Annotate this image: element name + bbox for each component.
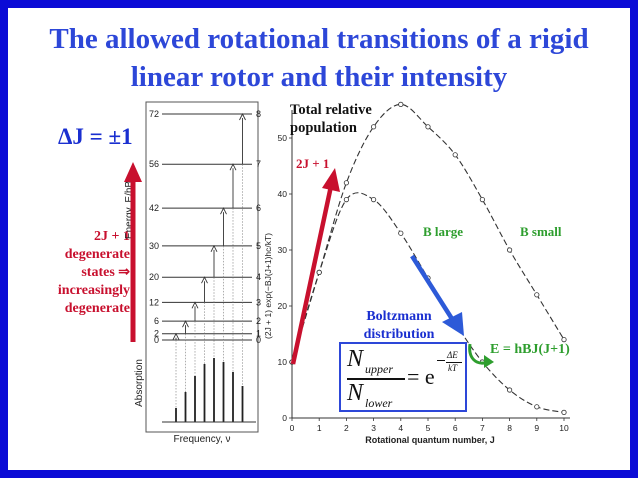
point-b-large: [534, 404, 540, 410]
frequency-axis-label: Frequency, ν: [173, 434, 230, 445]
point-b-small: [507, 247, 513, 253]
point-b-small: [452, 152, 458, 158]
x-tick-label: 6: [453, 423, 458, 433]
j-value-label: 4: [256, 272, 261, 282]
transition-arrowhead: [210, 244, 218, 253]
j-value-label: 5: [256, 241, 261, 251]
energy-value-label: 72: [149, 109, 159, 119]
j-value-label: 6: [256, 203, 261, 213]
degeneracy-note: 2J + 1 degenerate states ⇒ increasingly …: [57, 229, 130, 316]
point-b-small: [343, 180, 350, 186]
point-b-small: [561, 337, 567, 343]
x-tick-label: 9: [534, 423, 539, 433]
point-b-large: [561, 409, 567, 415]
j-value-label: 1: [256, 329, 261, 339]
b-small-label: B small: [520, 224, 562, 239]
j-value-label: 2: [256, 316, 261, 326]
red-rising-arrow: [290, 168, 340, 365]
energy-value-label: 12: [149, 297, 159, 307]
y-tick-label: 40: [278, 189, 288, 199]
energy-value-label: 6: [154, 316, 159, 326]
energy-value-label: 42: [149, 203, 159, 213]
selection-rule: ΔJ = ±1: [58, 124, 133, 149]
point-b-small: [425, 124, 431, 130]
point-b-small: [398, 101, 404, 107]
x-tick-label: 10: [559, 423, 569, 433]
x-tick-label: 1: [317, 423, 322, 433]
boltzmann-label: Boltzmann distribution: [363, 309, 435, 342]
j-value-label: 0: [256, 335, 261, 345]
two-j-plus-one-label: 2J + 1: [296, 156, 330, 171]
b-large-label: B large: [423, 224, 464, 239]
absorption-axis-label: Absorption: [134, 359, 145, 407]
slide-title: The allowed rotational transitions of a …: [49, 23, 589, 93]
point-b-small: [371, 124, 377, 130]
point-b-small: [534, 292, 540, 298]
fraction-bar: [347, 378, 405, 380]
denominator-n: N: [347, 380, 364, 406]
denominator-subscript: lower: [365, 396, 393, 410]
numerator-subscript: upper: [365, 362, 393, 376]
y-tick-label: 10: [278, 357, 288, 367]
transition-arrowhead: [239, 112, 246, 121]
point-b-large: [316, 269, 322, 275]
energy-value-label: 0: [154, 335, 159, 345]
x-tick-label: 4: [398, 423, 403, 433]
green-curved-arrow: [468, 343, 494, 368]
transition-arrowhead: [220, 207, 227, 215]
energy-level-diagram: Energy, E/hB 72 856 742 630 520 412 36 22 10 0 Ab…: [124, 101, 261, 445]
point-b-large: [507, 387, 513, 393]
exp-minus: [437, 360, 445, 361]
population-x-axis-label: Rotational quantum number, J: [365, 435, 495, 445]
j-value-label: 7: [256, 159, 261, 169]
y-tick-label: 30: [278, 245, 288, 255]
population-y-axis-label: (2J + 1) exp(−BJ(J+1)hc/kT): [263, 233, 273, 339]
energy-value-label: 30: [149, 241, 159, 251]
x-tick-label: 5: [426, 423, 431, 433]
energy-value-label: 56: [149, 159, 159, 169]
exp-fraction-bar: [446, 362, 462, 363]
transition-arrowhead: [172, 332, 180, 340]
degeneracy-arrow: [124, 162, 142, 342]
transition-arrowhead: [182, 320, 189, 328]
point-b-large: [343, 197, 350, 203]
x-tick-label: 3: [371, 423, 376, 433]
energy-value-label: 2: [154, 329, 159, 339]
transition-arrowhead: [229, 163, 237, 171]
y-tick-label: 0: [282, 413, 287, 423]
x-tick-label: 2: [344, 423, 349, 433]
y-tick-label: 20: [278, 301, 288, 311]
curve-b-small: [291, 103, 565, 363]
point-b-large: [398, 230, 404, 236]
y-tick-label: 50: [278, 133, 288, 143]
exp-denominator: kT: [448, 363, 457, 373]
boltzmann-formula-box: N upper N lower = e ΔE kT: [339, 342, 467, 412]
total-population-label: Total relative population: [290, 102, 372, 136]
point-b-small: [479, 197, 485, 203]
point-b-large: [371, 197, 377, 203]
energy-axis-label: Energy, E/hB: [124, 181, 135, 240]
j-value-label: 3: [256, 297, 261, 307]
x-tick-label: 7: [480, 423, 485, 433]
energy-value-label: 20: [149, 272, 159, 282]
equals-e: = e: [407, 364, 435, 389]
exp-numerator: ΔE: [447, 350, 458, 360]
blue-falling-arrow: [410, 254, 464, 336]
transition-arrowhead: [191, 301, 199, 309]
energy-diagram-box: [145, 101, 259, 433]
energy-expression: E = hBJ(J+1): [490, 342, 570, 357]
j-value-label: 8: [256, 109, 261, 119]
numerator-n: N: [347, 346, 364, 372]
transition-arrowhead: [201, 276, 208, 284]
curve-b-large: [291, 192, 565, 413]
x-tick-label: 0: [290, 423, 295, 433]
x-tick-label: 8: [507, 423, 512, 433]
